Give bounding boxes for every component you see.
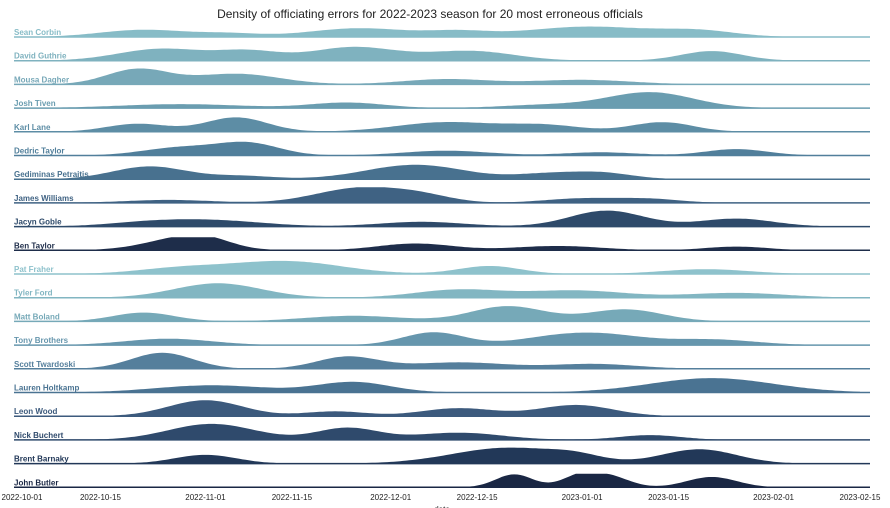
series-label: Gediminas Petraitis [14,170,89,179]
density-area [14,68,860,85]
ridge-pat-fraher: Pat Fraher [14,260,870,275]
ridge-josh-tiven: Josh Tiven [14,92,870,109]
ridge-john-butler: John Butler [14,473,870,489]
x-tick-label: 2022-11-15 [272,493,313,502]
x-tick-label: 2023-02-15 [840,493,881,502]
ridge-sean-corbin: Sean Corbin [14,26,870,38]
ridge-karl-lane: Karl Lane [14,117,870,133]
density-area [14,473,860,488]
series-label: Brent Barnaky [14,455,69,464]
density-area [14,306,860,322]
series-label: Tony Brothers [14,336,69,345]
series-label: Dedric Taylor [14,147,65,156]
density-area [14,26,860,37]
x-tick-label: 2022-12-15 [457,493,498,502]
ridge-david-guthrie: David Guthrie [14,46,870,62]
density-area [14,447,860,464]
ridges: Sean Corbin David Guthrie Mousa Dagher Josh… [14,26,870,489]
x-tick-label: 2023-01-15 [648,493,689,502]
density-area [14,352,860,369]
series-label: John Butler [14,478,58,487]
series-label: Nick Buchert [14,431,64,440]
series-label: Karl Lane [14,123,51,132]
x-tick-label: 2022-11-01 [185,493,226,502]
series-label: Tyler Ford [14,289,53,298]
density-area [14,92,860,109]
density-area [14,400,860,417]
density-area [14,187,860,203]
ridge-jacyn-goble: Jacyn Goble [14,210,870,228]
x-tick-label: 2022-10-15 [80,493,121,502]
series-label: Ben Taylor [14,241,55,250]
ridge-scott-twardoski: Scott Twardoski [14,352,870,370]
x-tick-label: 2022-12-01 [370,493,411,502]
density-area [14,378,860,393]
x-axis: 2022-10-01 2022-10-15 2022-11-01 2022-11-15… [2,493,881,502]
density-area [14,260,860,274]
ridge-ben-taylor: Ben Taylor [14,237,870,252]
ridge-lauren-holtkamp: Lauren Holtkamp [14,378,870,394]
density-area [14,46,860,61]
series-label: Jacyn Goble [14,218,62,227]
series-label: Sean Corbin [14,28,61,37]
chart-title: Density of officiating errors for 2022-2… [217,7,643,21]
x-tick-label: 2023-01-01 [562,493,603,502]
ridge-brent-barnaky: Brent Barnaky [14,447,870,465]
density-area [14,210,860,227]
x-axis-title: date [434,505,450,508]
ridge-tony-brothers: Tony Brothers [14,332,870,346]
series-label: Matt Boland [14,312,60,321]
density-area [14,423,860,440]
ridge-gediminas-petraitis: Gediminas Petraitis [14,164,870,180]
series-label: James Williams [14,194,74,203]
series-label: David Guthrie [14,52,67,61]
density-area [14,283,860,298]
ridge-dedric-taylor: Dedric Taylor [14,141,870,157]
x-tick-label: 2022-10-01 [2,493,43,502]
ridge-matt-boland: Matt Boland [14,306,870,323]
ridge-james-williams: James Williams [14,187,870,204]
density-area [14,164,860,180]
series-label: Scott Twardoski [14,360,75,369]
series-label: Mousa Dagher [14,75,69,84]
series-label: Lauren Holtkamp [14,384,79,393]
ridge-nick-buchert: Nick Buchert [14,423,870,441]
density-area [14,237,860,251]
ridge-mousa-dagher: Mousa Dagher [14,68,870,86]
density-area [14,117,860,132]
series-label: Pat Fraher [14,265,54,274]
density-area [14,332,860,346]
series-label: Josh Tiven [14,99,56,108]
ridge-leon-wood: Leon Wood [14,400,870,417]
density-area [14,141,860,156]
series-label: Leon Wood [14,407,58,416]
x-tick-label: 2023-02-01 [753,493,794,502]
ridge-tyler-ford: Tyler Ford [14,283,870,299]
